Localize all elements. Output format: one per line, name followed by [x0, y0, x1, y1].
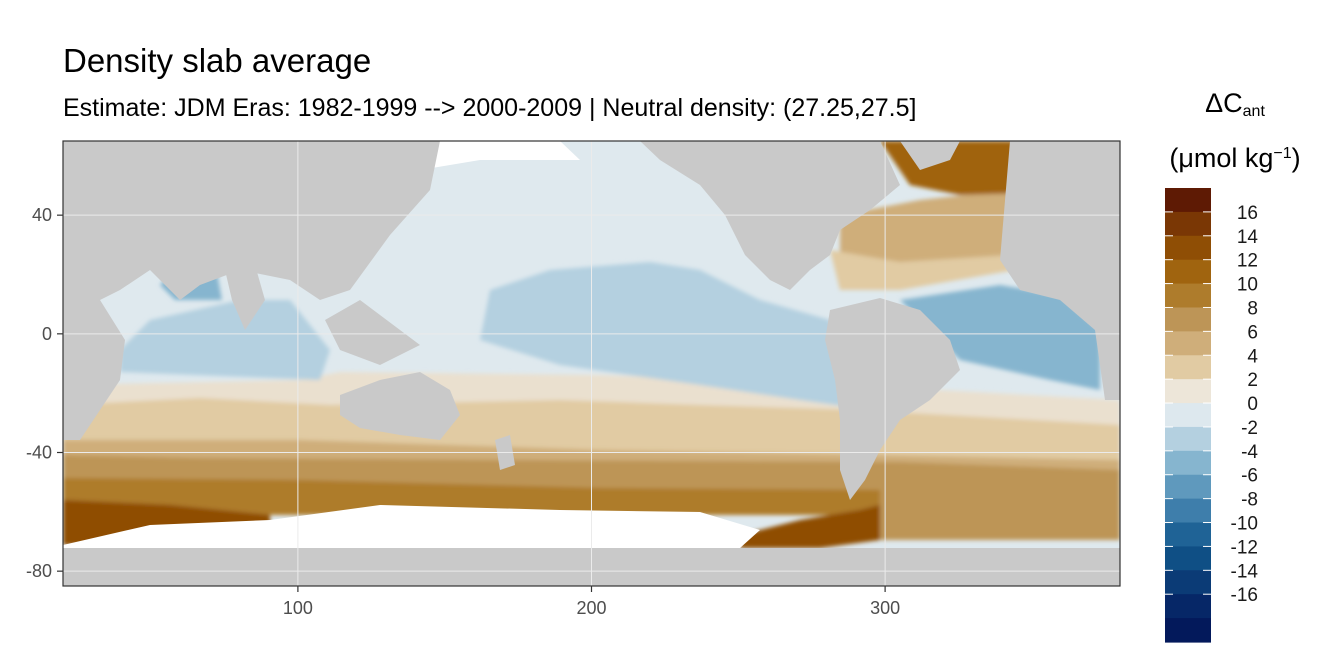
legend-swatch-8 — [1165, 379, 1211, 404]
chart-title: Density slab average — [63, 42, 372, 79]
region-atlantic-tropics — [900, 285, 1100, 390]
legend-swatch-13 — [1165, 498, 1211, 524]
legend-label-1: 14 — [1237, 227, 1259, 248]
x-tick-label-2: 300 — [870, 598, 900, 618]
legend-label-6: 4 — [1247, 346, 1258, 367]
legend: 16 14 12 108 6 4 2 0 -2 -4 -6 -8 -10-12 -14 -16 — [1165, 188, 1258, 643]
legend-swatch-3 — [1165, 259, 1211, 285]
legend-title: ΔCant — [1150, 87, 1320, 128]
legend-label-14: -12 — [1231, 537, 1258, 558]
legend-title-subscript: ant — [1242, 103, 1265, 120]
chart-subtitle: Estimate: JDM Eras: 1982-1999 --> 2000-2… — [63, 94, 917, 122]
land-india — [225, 265, 265, 330]
legend-swatch-18 — [1165, 618, 1211, 643]
legend-label-9: -2 — [1241, 418, 1258, 439]
legend-label-0: 16 — [1237, 203, 1258, 224]
legend-title-main: ΔC — [1205, 88, 1243, 118]
region-south-atlantic-brown — [880, 470, 1120, 540]
region-indian-tropics — [120, 300, 330, 380]
legend-swatch-1 — [1165, 211, 1211, 237]
land-maritime — [325, 300, 420, 365]
legend-label-16: -16 — [1231, 585, 1258, 606]
legend-label-11: -6 — [1241, 466, 1258, 487]
y-tick-label-0: 40 — [32, 205, 52, 225]
legend-swatch-6 — [1165, 331, 1211, 356]
legend-swatch-12 — [1165, 474, 1211, 500]
legend-unit-prefix: (μmol kg — [1169, 143, 1274, 173]
legend-unit-suffix: ) — [1291, 143, 1301, 173]
land-australia — [340, 372, 460, 440]
region-antarctic-shelf — [63, 505, 760, 548]
legend-label-8: 0 — [1247, 394, 1258, 415]
legend-swatch-5 — [1165, 307, 1211, 332]
legend-label-13: -10 — [1231, 514, 1258, 535]
y-tick-label-2: -40 — [26, 443, 52, 463]
legend-swatch-2 — [1165, 235, 1211, 261]
legend-label-15: -14 — [1231, 561, 1259, 582]
legend-unit-superscript: −1 — [1273, 145, 1292, 162]
legend-label-12: -8 — [1241, 490, 1258, 511]
legend-swatch-9 — [1165, 403, 1211, 428]
legend-label-4: 8 — [1247, 298, 1258, 319]
y-tick-label-3: -80 — [26, 561, 52, 581]
legend-swatch-15 — [1165, 546, 1211, 571]
legend-unit: (μmol kg−1) — [1150, 138, 1320, 174]
legend-label-10: -4 — [1241, 442, 1258, 463]
map-panel — [63, 141, 1120, 586]
region-weddell — [740, 505, 880, 548]
legend-swatch-10 — [1165, 426, 1211, 452]
land-south-america — [825, 298, 960, 500]
region-equatorial-pacific — [480, 262, 870, 410]
land-africa-west — [1000, 141, 1120, 400]
legend-swatch-17 — [1165, 594, 1211, 619]
legend-label-5: 6 — [1247, 322, 1258, 343]
legend-label-3: 10 — [1237, 275, 1258, 296]
region-arctic-gap — [410, 141, 580, 170]
legend-swatch-11 — [1165, 450, 1211, 476]
land-greenland — [900, 141, 960, 170]
legend-swatch-14 — [1165, 522, 1211, 548]
land-masses — [63, 141, 1120, 586]
land-africa-eurasia — [63, 141, 440, 300]
land-africa-south — [63, 300, 125, 440]
x-tick-label-1: 200 — [576, 598, 606, 618]
gridlines — [63, 141, 1120, 586]
y-tick-label-1: 0 — [42, 324, 52, 344]
region-north-atlantic-transition — [830, 250, 1015, 290]
legend-swatch-16 — [1165, 570, 1211, 595]
x-tick-label-0: 100 — [283, 598, 313, 618]
legend-label-2: 12 — [1237, 251, 1258, 272]
no-data-regions — [63, 141, 760, 548]
legend-swatch-4 — [1165, 283, 1211, 309]
legend-swatch-7 — [1165, 355, 1211, 380]
legend-label-7: 2 — [1247, 370, 1258, 391]
legend-swatch-0 — [1165, 188, 1211, 213]
